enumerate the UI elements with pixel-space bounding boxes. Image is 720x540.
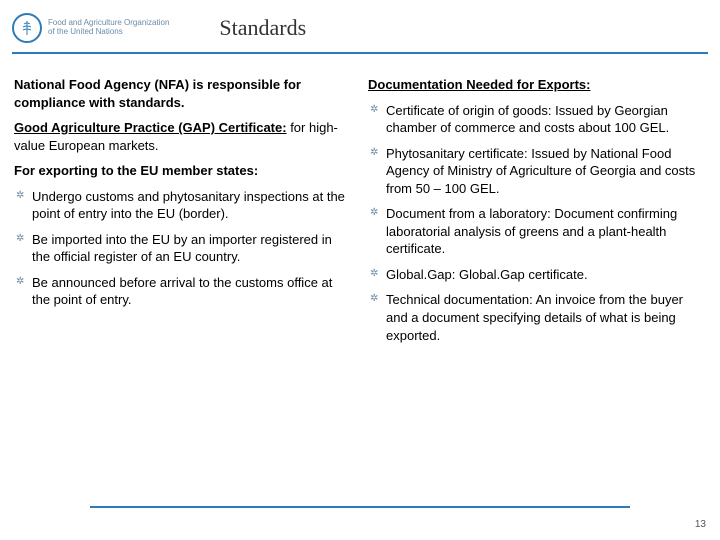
list-item: Certificate of origin of goods: Issued b… [386, 102, 706, 137]
list-item: Document from a laboratory: Document con… [386, 205, 706, 258]
left-bullets: Undergo customs and phytosanitary inspec… [14, 188, 352, 309]
footer-divider [90, 506, 630, 508]
left-para-1: National Food Agency (NFA) is responsibl… [14, 76, 352, 111]
list-item: Be imported into the EU by an importer r… [32, 231, 352, 266]
list-item: Be announced before arrival to the custo… [32, 274, 352, 309]
org-name: Food and Agriculture Organization of the… [48, 19, 169, 37]
left-column: National Food Agency (NFA) is responsibl… [14, 76, 352, 352]
right-column: Documentation Needed for Exports: Certif… [368, 76, 706, 352]
org-line2: of the United Nations [48, 28, 169, 37]
slide-header: Food and Agriculture Organization of the… [0, 0, 720, 48]
list-item: Global.Gap: Global.Gap certificate. [386, 266, 706, 284]
fao-logo-block: Food and Agriculture Organization of the… [12, 13, 169, 43]
slide-title: Standards [219, 15, 306, 41]
left-para-2: Good Agriculture Practice (GAP) Certific… [14, 119, 352, 154]
slide-content: National Food Agency (NFA) is responsibl… [0, 54, 720, 352]
right-heading: Documentation Needed for Exports: [368, 76, 706, 94]
fao-logo-icon [12, 13, 42, 43]
list-item: Technical documentation: An invoice from… [386, 291, 706, 344]
right-bullets: Certificate of origin of goods: Issued b… [368, 102, 706, 345]
left-para-3: For exporting to the EU member states: [14, 162, 352, 180]
list-item: Phytosanitary certificate: Issued by Nat… [386, 145, 706, 198]
gap-label: Good Agriculture Practice (GAP) Certific… [14, 120, 287, 135]
list-item: Undergo customs and phytosanitary inspec… [32, 188, 352, 223]
page-number: 13 [695, 519, 706, 530]
